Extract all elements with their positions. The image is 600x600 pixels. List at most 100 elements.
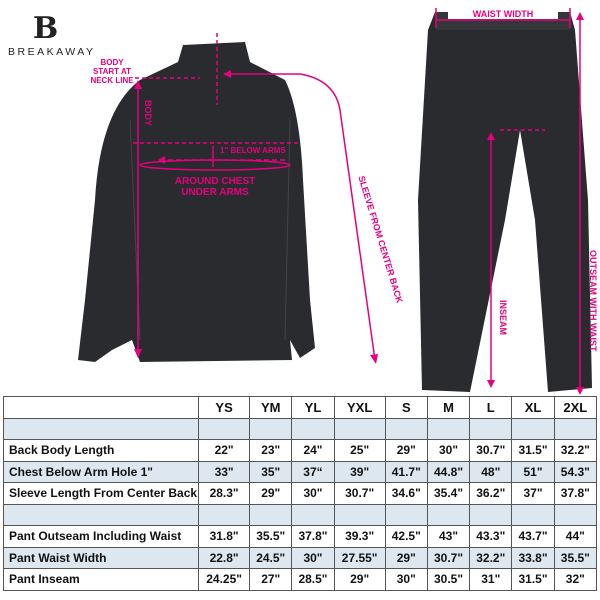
measurement-cell: 30.7" <box>333 482 386 505</box>
measurement-cell: 35.4" <box>426 482 471 505</box>
below-arms-annotation: 1" BELOW ARMS <box>220 146 286 155</box>
waist-width-annotation: WAIST WIDTH <box>448 10 558 19</box>
measurement-cell <box>553 417 598 440</box>
measurement-cell: 30.5" <box>426 568 471 591</box>
body-annotation: BODY <box>143 100 153 127</box>
measurement-cell <box>384 417 428 440</box>
measurement-cell <box>198 417 251 440</box>
inseam-annotation: INSEAM <box>498 300 508 336</box>
measurement-cell: 31" <box>469 568 513 591</box>
brand-logo: B BREAKAWAY <box>8 11 93 59</box>
row-label <box>2 503 200 526</box>
table-row <box>2 417 598 440</box>
chest-annotation: AROUND CHEST UNDER ARMS <box>174 176 256 198</box>
measurement-cell: 29" <box>333 568 386 591</box>
measurement-cell: 31.8" <box>198 525 251 548</box>
table-row: Chest Below Arm Hole 1" 33" 35" 37“ 39" 41.7"… <box>2 460 598 483</box>
measurement-cell: 29" <box>384 546 428 569</box>
measurement-cell: 31.5" <box>511 439 555 462</box>
measurement-cell: 42.5" <box>384 525 428 548</box>
size-header: L <box>469 396 513 419</box>
measurement-cell <box>249 503 293 526</box>
table-row: Sleeve Length From Center Back 28.3" 29" 30… <box>2 482 598 505</box>
measurement-cell: 43.7" <box>511 525 555 548</box>
size-header: S <box>384 396 428 419</box>
row-label <box>2 417 200 440</box>
measurement-cell: 41.7" <box>384 460 428 483</box>
measurement-cell: 30" <box>291 546 335 569</box>
table-row: Back Body Length 22" 23" 24" 25" 29" 30" 30.7" 3… <box>2 439 598 462</box>
measurement-cell: 37“ <box>291 460 335 483</box>
measurement-cell: 24.25" <box>198 568 251 591</box>
measurement-cell: 31.5" <box>511 568 555 591</box>
size-header: XL <box>511 396 555 419</box>
measurement-cell: 30" <box>384 568 428 591</box>
row-label: Back Body Length <box>2 439 200 462</box>
size-header: YM <box>249 396 293 419</box>
measurement-cell: 43.3" <box>469 525 513 548</box>
corner-cell <box>2 396 200 419</box>
size-header: M <box>426 396 471 419</box>
row-label: Pant Inseam <box>2 568 200 591</box>
measurement-cell: 27" <box>249 568 293 591</box>
measurement-cell <box>333 417 386 440</box>
measurement-cell: 35.5" <box>249 525 293 548</box>
row-label: Pant Waist Width <box>2 546 200 569</box>
table-row: Pant Inseam 24.25" 27" 28.5" 29" 30" 30.5" 31" 3… <box>2 568 598 591</box>
measurement-cell: 44.8" <box>426 460 471 483</box>
measurement-cell: 24" <box>291 439 335 462</box>
outseam-annotation: OUTSEAM WITH WAIST <box>588 250 598 352</box>
measurement-cell: 54.3" <box>553 460 598 483</box>
measurement-cell: 39.3" <box>333 525 386 548</box>
measurement-cell: 22.8" <box>198 546 251 569</box>
measurement-cell: 39" <box>333 460 386 483</box>
measurement-cell <box>511 417 555 440</box>
size-header: YXL <box>333 396 386 419</box>
measurement-cell: 37.8" <box>291 525 335 548</box>
measurement-cell <box>291 503 335 526</box>
measurement-cell: 37.8" <box>553 482 598 505</box>
row-label: Pant Outseam Including Waist <box>2 525 200 548</box>
measurement-cell: 29" <box>249 482 293 505</box>
body-start-annotation: BODY START AT NECK LINE <box>90 58 134 85</box>
measurement-cell: 29" <box>384 439 428 462</box>
measurement-cell <box>249 417 293 440</box>
measurement-cell: 30.7" <box>426 546 471 569</box>
measurement-cell <box>426 503 471 526</box>
measurement-cell: 35" <box>249 460 293 483</box>
garment-illustration <box>78 8 592 395</box>
measurement-cell <box>469 417 513 440</box>
measurement-cell: 43" <box>426 525 471 548</box>
size-header: YS <box>198 396 251 419</box>
jacket-image <box>78 42 315 362</box>
measurement-cell: 44" <box>553 525 598 548</box>
measurement-cell: 28.5" <box>291 568 335 591</box>
pants-image <box>418 12 592 392</box>
measurement-cell <box>384 503 428 526</box>
row-label: Chest Below Arm Hole 1" <box>2 460 200 483</box>
measurement-cell: 36.2" <box>469 482 513 505</box>
measurement-cell <box>469 503 513 526</box>
measurement-cell: 25" <box>333 439 386 462</box>
logo-mark: B <box>32 11 59 46</box>
measurement-cell <box>511 503 555 526</box>
measurement-cell <box>426 417 471 440</box>
table-row: Pant Waist Width 22.8" 24.5" 30" 27.55" 29" 30… <box>2 546 598 569</box>
measurement-cell: 27.55" <box>333 546 386 569</box>
measurement-cell: 33" <box>198 460 251 483</box>
table-row <box>2 503 598 526</box>
measurement-cell: 30" <box>426 439 471 462</box>
measurement-cell <box>553 503 598 526</box>
measurement-cell: 48" <box>469 460 513 483</box>
measurement-cell: 32.2" <box>553 439 598 462</box>
measurement-cell <box>198 503 251 526</box>
measurement-cell <box>291 417 335 440</box>
measurement-cell <box>333 503 386 526</box>
size-header-row: YS YM YL YXL S M L XL 2XL <box>2 396 598 419</box>
row-label: Sleeve Length From Center Back <box>2 482 200 505</box>
measurement-cell: 28.3" <box>198 482 251 505</box>
table-row: Pant Outseam Including Waist 31.8" 35.5" 37… <box>2 525 598 548</box>
measurement-cell: 32" <box>553 568 598 591</box>
measurement-cell: 51" <box>511 460 555 483</box>
measurement-cell: 22" <box>198 439 251 462</box>
